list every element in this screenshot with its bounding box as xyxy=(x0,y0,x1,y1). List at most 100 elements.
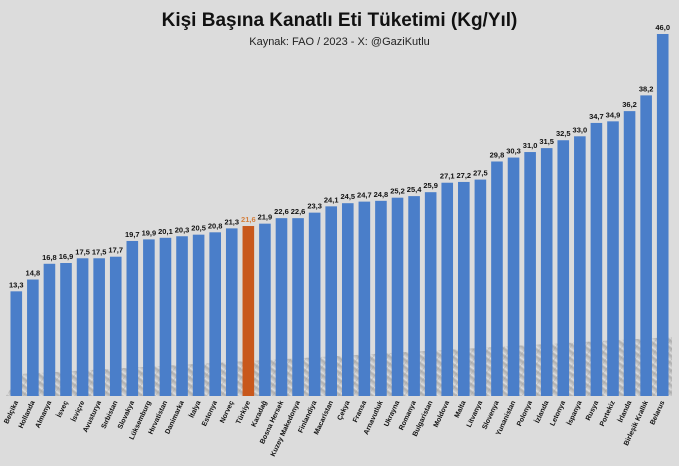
value-label-22: 24,7 xyxy=(357,191,372,200)
category-label-28: Malta xyxy=(454,400,468,419)
bar-7 xyxy=(109,256,122,396)
category-label-3: Almanya xyxy=(35,400,54,430)
bar-5 xyxy=(76,258,89,396)
value-label-15: 21,6 xyxy=(241,215,256,224)
bar-9 xyxy=(143,239,155,396)
value-label-27: 27,1 xyxy=(440,172,455,181)
value-label-18: 22,6 xyxy=(291,207,306,216)
bar-10 xyxy=(159,237,172,396)
value-label-17: 22,6 xyxy=(274,207,289,216)
bar-2 xyxy=(27,279,39,396)
bar-14 xyxy=(225,228,238,396)
value-label-39: 38,2 xyxy=(639,84,654,93)
bar-30 xyxy=(491,161,503,396)
category-label-2: Hollanda xyxy=(18,400,37,430)
value-label-24: 25,2 xyxy=(390,187,405,196)
value-label-5: 17,5 xyxy=(75,247,90,256)
value-label-13: 20,8 xyxy=(208,221,223,230)
bar-11 xyxy=(176,236,188,396)
value-label-35: 33,0 xyxy=(573,125,588,134)
category-label-7: Sırbistan xyxy=(101,400,120,430)
bar-15 xyxy=(242,226,255,396)
value-label-40: 46,0 xyxy=(655,23,670,32)
value-label-34: 32,5 xyxy=(556,129,571,138)
bar-32 xyxy=(524,152,536,396)
bar-29 xyxy=(474,179,487,396)
value-label-19: 23,3 xyxy=(307,202,322,211)
bar-6 xyxy=(93,258,105,396)
bar-17 xyxy=(275,218,288,396)
value-label-38: 36,2 xyxy=(622,100,637,109)
bar-23 xyxy=(375,200,387,396)
value-label-11: 20,3 xyxy=(175,225,190,234)
category-label-14: Norveç xyxy=(219,400,235,425)
value-label-3: 16,8 xyxy=(42,253,57,262)
category-label-16: Karadağ xyxy=(251,400,269,428)
category-label-13: Estonya xyxy=(201,400,219,428)
category-label-21: Çekya xyxy=(337,400,352,422)
bar-31 xyxy=(507,157,520,396)
value-label-12: 20,5 xyxy=(191,224,206,233)
bar-25 xyxy=(408,196,420,396)
bar-4 xyxy=(60,263,72,396)
bar-36 xyxy=(590,122,603,397)
bar-26 xyxy=(424,192,437,396)
value-label-25: 25,4 xyxy=(407,185,422,194)
value-label-7: 17,7 xyxy=(108,246,123,255)
value-label-2: 14,8 xyxy=(26,269,41,278)
bar-27 xyxy=(441,182,454,396)
category-label-40: Belarus xyxy=(649,400,666,426)
bar-13 xyxy=(209,232,221,396)
value-label-26: 25,9 xyxy=(423,181,438,190)
bar-16 xyxy=(259,223,271,396)
value-label-29: 27,5 xyxy=(473,169,488,178)
chart-title: Kişi Başına Kanatlı Eti Tüketimi (Kg/Yıl… xyxy=(161,10,518,31)
bar-33 xyxy=(540,148,553,396)
value-label-33: 31,5 xyxy=(539,137,554,146)
category-label-4: İsveç xyxy=(55,399,70,418)
value-label-32: 31,0 xyxy=(523,141,538,150)
category-label-36: Rusya xyxy=(585,400,600,422)
value-label-31: 30,3 xyxy=(506,147,521,156)
value-label-4: 16,9 xyxy=(59,252,74,261)
value-label-30: 29,8 xyxy=(490,150,505,159)
category-label-34: Letonya xyxy=(549,400,567,427)
bar-22 xyxy=(358,201,371,396)
category-label-35: İspanya xyxy=(565,399,583,426)
bar-20 xyxy=(325,206,338,396)
bar-34 xyxy=(557,140,570,396)
value-label-1: 13,3 xyxy=(9,280,24,289)
value-label-36: 34,7 xyxy=(589,112,604,121)
category-label-12: İtalya xyxy=(188,399,203,419)
category-label-5: İsviçre xyxy=(70,399,87,423)
bar-38 xyxy=(623,111,636,397)
category-label-29: Litvanya xyxy=(466,400,484,429)
bar-39 xyxy=(640,95,652,396)
bar-12 xyxy=(192,234,205,396)
bar-19 xyxy=(308,212,321,396)
bar-28 xyxy=(458,181,470,396)
bar-40 xyxy=(656,34,669,396)
category-label-38: İrlanda xyxy=(616,399,633,423)
bar-21 xyxy=(341,203,354,396)
bar-8 xyxy=(126,240,139,396)
category-label-32: Polonya xyxy=(516,400,534,428)
bar-3 xyxy=(43,263,56,396)
bar-1 xyxy=(10,291,23,396)
category-label-15: Türkiye xyxy=(235,400,252,426)
value-label-20: 24,1 xyxy=(324,195,339,204)
value-label-10: 20,1 xyxy=(158,227,173,236)
value-label-9: 19,9 xyxy=(142,228,157,237)
value-label-23: 24,8 xyxy=(374,190,389,199)
category-label-24: Ukrayna xyxy=(383,400,401,428)
bar-18 xyxy=(292,218,304,396)
value-label-8: 19,7 xyxy=(125,230,140,239)
value-label-6: 17,5 xyxy=(92,247,107,256)
bar-35 xyxy=(574,136,586,397)
value-label-21: 24,5 xyxy=(340,192,355,201)
value-label-28: 27,2 xyxy=(457,171,472,180)
bar-37 xyxy=(607,121,619,396)
chart-floor xyxy=(6,337,672,396)
